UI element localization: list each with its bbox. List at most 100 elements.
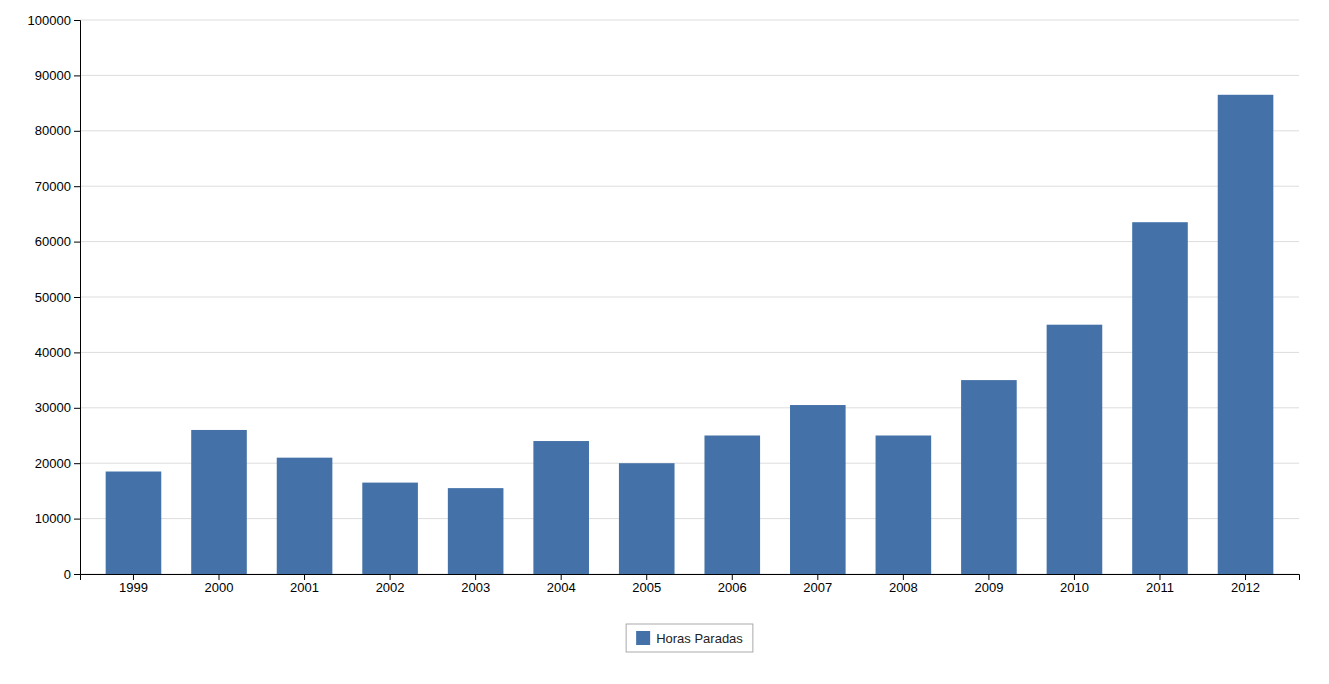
y-tick-label: 20000 — [35, 456, 71, 471]
grid-line — [80, 241, 1299, 242]
x-tick-mark — [646, 574, 647, 580]
y-tick-mark — [74, 352, 80, 353]
y-tick-mark — [74, 519, 80, 520]
y-tick-label: 70000 — [35, 179, 71, 194]
y-tick-mark — [74, 297, 80, 298]
x-tick-mark — [1159, 574, 1160, 580]
x-tick-label: 2011 — [1146, 580, 1174, 595]
x-tick: 2006 — [718, 574, 747, 595]
x-tick: 2001 — [290, 574, 319, 595]
x-tick-label: 2012 — [1231, 580, 1260, 595]
x-tick: 2005 — [632, 574, 661, 595]
grid-line — [80, 407, 1299, 408]
y-tick: 50000 — [35, 290, 80, 305]
x-tick-label: 2006 — [718, 580, 747, 595]
x-tick: 2002 — [376, 574, 405, 595]
x-tick-label: 2009 — [974, 580, 1003, 595]
x-tick-mark — [133, 574, 134, 580]
y-tick-mark — [74, 75, 80, 76]
legend-swatch — [636, 631, 650, 645]
x-tick-label: 2001 — [290, 580, 319, 595]
x-tick-label: 1999 — [119, 580, 148, 595]
x-tick-mark — [304, 574, 305, 580]
x-tick: 2003 — [461, 574, 490, 595]
y-tick-mark — [74, 242, 80, 243]
x-tick-label: 2005 — [632, 580, 661, 595]
x-tick-label: 2004 — [547, 580, 576, 595]
y-tick-mark — [74, 20, 80, 21]
grid-line — [80, 297, 1299, 298]
bar — [790, 405, 846, 574]
x-tick-mark — [1245, 574, 1246, 580]
x-tick: 2009 — [974, 574, 1003, 595]
y-tick-label: 80000 — [35, 123, 71, 138]
y-tick-label: 100000 — [28, 13, 71, 28]
x-tick-label: 2007 — [803, 580, 832, 595]
x-tick: 2004 — [547, 574, 576, 595]
y-tick-mark — [74, 574, 80, 575]
x-tick-label: 2003 — [461, 580, 490, 595]
x-tick: 2012 — [1231, 574, 1260, 595]
x-tick-mark — [817, 574, 818, 580]
y-tick: 100000 — [28, 13, 80, 28]
x-tick-mark — [475, 574, 476, 580]
y-tick-mark — [74, 463, 80, 464]
x-tick-mark — [1074, 574, 1075, 580]
bar — [277, 458, 333, 574]
legend-label: Horas Paradas — [656, 631, 743, 646]
x-tick: 2008 — [889, 574, 918, 595]
bar — [448, 488, 504, 574]
legend-items: Horas Paradas — [636, 631, 743, 646]
x-tick: 2011 — [1146, 574, 1174, 595]
x-tick-label: 2010 — [1060, 580, 1089, 595]
y-tick-label: 50000 — [35, 290, 71, 305]
y-tick: 80000 — [35, 123, 80, 138]
y-tick: 90000 — [35, 68, 80, 83]
y-tick: 60000 — [35, 234, 80, 249]
grid-line — [80, 352, 1299, 353]
x-tick: 1999 — [119, 574, 148, 595]
chart: 1999200020012002200320042005200620072008… — [0, 0, 1329, 684]
grid-line — [80, 518, 1299, 519]
bar — [362, 483, 418, 574]
bar — [1047, 325, 1103, 574]
x-tick: 2010 — [1060, 574, 1089, 595]
bar — [106, 472, 162, 574]
x-tick-mark — [988, 574, 989, 580]
y-axis: 0 10000 20000 30000 40000 50000 60000 70000 8000… — [28, 13, 81, 582]
grid — [80, 20, 1299, 574]
y-tick: 10000 — [35, 511, 80, 526]
grid-line — [80, 20, 1299, 21]
y-tick-label: 40000 — [35, 345, 71, 360]
legend-item: Horas Paradas — [636, 631, 743, 646]
legend-box — [626, 624, 753, 652]
x-tick-mark — [903, 574, 904, 580]
y-tick-mark — [74, 186, 80, 187]
y-tick-mark — [74, 408, 80, 409]
bar — [876, 436, 932, 575]
x-axis: 1999200020012002200320042005200620072008… — [81, 574, 1300, 595]
y-tick-label: 60000 — [35, 234, 71, 249]
x-tick-mark — [390, 574, 391, 580]
bar — [961, 380, 1017, 574]
x-axis-line — [81, 575, 1300, 581]
x-tick: 2007 — [803, 574, 832, 595]
bars — [106, 95, 1274, 574]
bar — [704, 436, 760, 575]
bar — [533, 441, 589, 574]
x-tick-mark — [561, 574, 562, 580]
plot: 1999200020012002200320042005200620072008… — [28, 13, 1300, 596]
x-tick-mark — [219, 574, 220, 580]
legend: Horas Paradas — [626, 624, 753, 652]
y-tick-label: 90000 — [35, 68, 71, 83]
y-tick: 0 — [64, 567, 80, 582]
y-axis-line — [74, 21, 81, 575]
x-tick-label: 2008 — [889, 580, 918, 595]
y-tick: 30000 — [35, 400, 80, 415]
y-tick-label: 0 — [64, 567, 71, 582]
bar — [619, 463, 675, 574]
grid-line — [80, 75, 1299, 76]
y-tick: 70000 — [35, 179, 80, 194]
y-tick-mark — [74, 131, 80, 132]
bar — [1132, 222, 1188, 574]
